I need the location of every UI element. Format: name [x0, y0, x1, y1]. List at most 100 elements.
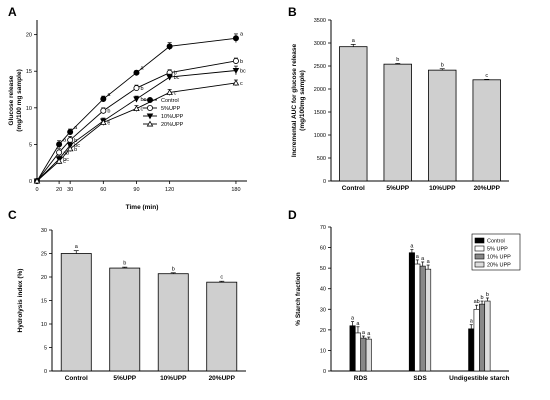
chart-b-y-tick-label: 3000 [314, 41, 326, 47]
chart-d-bar [425, 268, 432, 372]
chart-d-sig-label: b [481, 295, 484, 301]
chart-d-bar [414, 263, 421, 372]
chart-d-bar [473, 308, 480, 372]
chart-d-sig-label: a [351, 316, 355, 322]
chart-d-x-tick-label: RDS [354, 375, 368, 382]
chart-d-bar [354, 332, 361, 372]
chart-d-bar [365, 338, 372, 372]
chart-a-point [66, 145, 74, 152]
chart-a-point [56, 141, 63, 148]
chart-c-letter: C [8, 208, 17, 222]
chart-b-bar [383, 63, 412, 182]
chart-c-sig-label: b [172, 266, 175, 272]
chart-d-legend-swatch [474, 245, 485, 252]
chart-a-point [232, 57, 239, 64]
chart-a-point [56, 149, 63, 156]
chart-a-point [133, 105, 140, 112]
chart-a-sig-label: b [107, 109, 110, 115]
chart-b-y-tick-label: 2500 [314, 64, 326, 70]
chart-d-bar [408, 252, 415, 372]
chart-d-legend-swatch [474, 237, 485, 244]
chart-a-sig-label: a [63, 137, 67, 143]
chart-a-point [33, 177, 41, 184]
chart-a-sig-label: c [107, 119, 110, 125]
chart-c-y-label: Hydrolysis index (%) [17, 269, 24, 333]
chart-a-sig-label: b [74, 147, 77, 153]
chart-a-x-label: Time (min) [126, 204, 159, 211]
chart-a-point [232, 35, 239, 42]
chart-a-point [100, 119, 107, 125]
chart-a-sig-label: bc [63, 157, 69, 163]
chart-c-sig-label: a [75, 244, 79, 250]
chart-a-legend-label: Control [161, 98, 179, 104]
chart-a-sig-label: a [240, 31, 244, 37]
chart-b-x-tick-label: 5%UPP [386, 185, 409, 192]
chart-a-point [166, 43, 173, 50]
chart-a-point [232, 79, 240, 86]
chart-b-sig-label: b [441, 62, 444, 68]
panel-a-letter: A [8, 5, 17, 19]
chart-a-x-tick-label: 0 [35, 187, 38, 193]
chart-b-y-tick-label: 1500 [314, 110, 326, 116]
chart-b-sig-label: b [396, 57, 399, 63]
chart-d-sig-label: ab [474, 299, 480, 305]
chart-a-point [133, 85, 140, 92]
chart-c-x-tick-label: 10%UPP [160, 375, 187, 382]
chart-a-point [166, 89, 173, 95]
chart-d-bar [419, 265, 426, 372]
chart-c-x-tick-label: 5%UPP [113, 375, 136, 382]
chart-d-sig-label: a [421, 256, 425, 262]
chart-a-point [67, 137, 74, 144]
chart-b-y-tick-label: 3500 [314, 18, 326, 24]
chart-b-y-tick-label: 500 [317, 156, 326, 162]
chart-a-sig-label: a [140, 66, 144, 72]
chart-d-sig-label: a [410, 244, 414, 250]
chart-b-bar [428, 69, 457, 182]
chart-a-point [100, 96, 107, 103]
chart-a-x-tick-label: 60 [100, 187, 106, 193]
chart-d-legend-swatch [474, 253, 485, 260]
chart-d-legend-label: 20% UPP [487, 263, 511, 269]
chart-b-y-tick-label: 0 [323, 179, 326, 185]
chart-a-x-tick-label: 120 [165, 187, 174, 193]
chart-a-x-tick-label: 30 [67, 187, 73, 193]
chart-d-sig-label: a [470, 319, 474, 325]
chart-a-y-tick-label: 15 [26, 69, 32, 75]
chart-a-legend-label: 10%UPP [161, 114, 184, 120]
chart-d-sig-label: a [427, 259, 431, 265]
chart-b-x-tick-label: 20%UPP [474, 185, 501, 192]
chart-a-sig-label: c [240, 81, 243, 87]
chart-a-point [100, 107, 107, 114]
chart-a-legend-label: 20%UPP [161, 122, 184, 128]
chart-d-y-tick-label: 10 [320, 348, 326, 354]
chart-a-x-tick-label: 90 [133, 187, 139, 193]
chart-a-point [133, 96, 140, 103]
chart-c-y-tick-label: 30 [41, 228, 47, 234]
chart-c-bar [109, 267, 141, 372]
chart-a-y-tick-label: 5 [29, 142, 32, 148]
panel-d-letter: D [288, 208, 297, 222]
chart-a-legend-marker [146, 120, 154, 127]
chart-a-x-tick-label: 20 [56, 187, 62, 193]
chart-d-y-tick-label: 50 [320, 266, 326, 272]
chart-d-bar [468, 328, 475, 372]
chart-a-point [133, 69, 140, 76]
chart-a-sig-label: a [74, 125, 78, 131]
chart-a-point [232, 68, 240, 74]
chart-a-sig-label: c [140, 107, 143, 113]
chart-b-bar [472, 79, 501, 182]
chart-b-x-tick-label: 10%UPP [429, 185, 456, 192]
chart-a-sig-label: bc [240, 68, 246, 74]
chart-c-y-tick-label: 0 [44, 369, 47, 375]
chart-a-sig-label: b [140, 86, 143, 92]
chart-c-y-tick-label: 25 [41, 252, 47, 258]
chart-a-legend-label: 5%UPP [161, 106, 181, 112]
chart-d-y-tick-label: 70 [320, 225, 326, 231]
chart-b-y-tick-label: 2000 [314, 87, 326, 93]
chart-a-sig-label: c [107, 120, 110, 126]
chart-d-sig-label: a [416, 254, 420, 260]
chart-c-bar [206, 281, 238, 372]
chart-b-sig-label: c [485, 73, 488, 79]
chart-a-y-label: Glucose release(mg/100 mg sample) [8, 69, 23, 132]
